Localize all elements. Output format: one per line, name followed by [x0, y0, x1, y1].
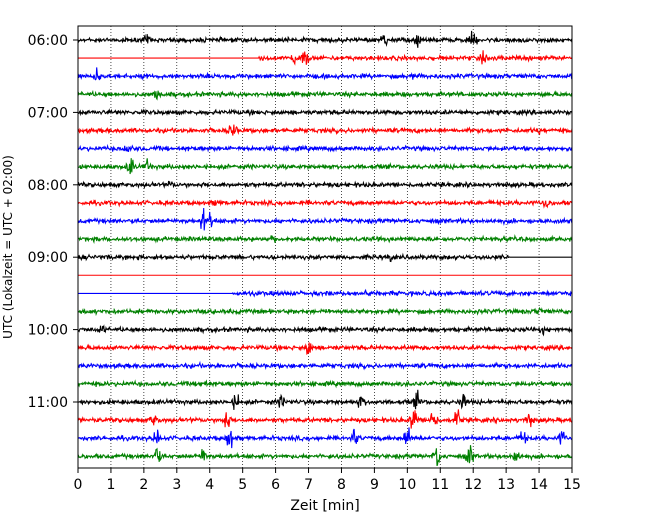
- trace-row-23: [77, 445, 573, 467]
- x-tick-label-15: 15: [563, 477, 581, 493]
- trace-row-5: [77, 124, 573, 136]
- trace-row-20: [77, 389, 573, 410]
- trace-row-1: [78, 50, 573, 66]
- x-tick-label-2: 2: [139, 477, 148, 493]
- y-tick-label-4: 10:00: [28, 323, 68, 339]
- trace-row-22: [77, 427, 573, 449]
- trace-row-17: [77, 342, 573, 355]
- trace-row-16: [77, 324, 573, 337]
- plot-frame: [77, 25, 573, 469]
- trace-row-7: [77, 158, 573, 175]
- trace-row-10: [77, 207, 573, 231]
- x-tick-label-9: 9: [370, 477, 379, 493]
- trace-row-9: [78, 198, 572, 209]
- y-axis-label: UTC (Lokalzeit = UTC + 02:00): [1, 155, 15, 339]
- trace-row-15: [77, 306, 573, 317]
- plot-background: [78, 26, 572, 468]
- trace-row-14: [78, 288, 573, 298]
- trace-row-12: [77, 252, 572, 263]
- y-tick-label-5: 11:00: [28, 395, 68, 411]
- trace-row-2: [77, 67, 573, 81]
- x-tick-label-5: 5: [238, 477, 247, 493]
- x-tick-label-6: 6: [271, 477, 280, 493]
- x-tick-label-0: 0: [74, 477, 83, 493]
- y-axis-ticks: 06:00 07:00 08:00 09:00 10:00 11:00: [28, 33, 78, 411]
- y-tick-label-3: 09:00: [28, 250, 68, 266]
- trace-row-6: [77, 143, 573, 154]
- x-tick-label-12: 12: [464, 477, 482, 493]
- trace-row-21: [77, 409, 573, 429]
- trace-row-4: [77, 108, 573, 117]
- x-tick-label-3: 3: [172, 477, 181, 493]
- x-tick-label-8: 8: [337, 477, 346, 493]
- y-tick-label-0: 06:00: [28, 33, 68, 49]
- trace-row-11: [77, 234, 573, 244]
- x-tick-label-14: 14: [530, 477, 548, 493]
- seismogram-traces: [77, 30, 573, 467]
- trace-row-8: [77, 180, 573, 190]
- y-tick-label-2: 08:00: [28, 178, 68, 194]
- x-tick-label-1: 1: [106, 477, 115, 493]
- trace-row-0: [77, 30, 573, 48]
- trace-row-19: [77, 379, 573, 389]
- x-axis-label: Zeit [min]: [290, 498, 359, 514]
- y-tick-label-1: 07:00: [28, 105, 68, 121]
- trace-row-3: [77, 89, 573, 101]
- x-tick-label-10: 10: [398, 477, 416, 493]
- trace-row-18: [77, 360, 573, 371]
- x-tick-label-4: 4: [205, 477, 214, 493]
- x-tick-label-11: 11: [431, 477, 449, 493]
- x-axis-ticks: 0 1 2 3 4 5 6 7 8 9 10 11 12 13 14 15: [74, 468, 581, 493]
- x-tick-label-7: 7: [304, 477, 313, 493]
- x-tick-label-13: 13: [497, 477, 515, 493]
